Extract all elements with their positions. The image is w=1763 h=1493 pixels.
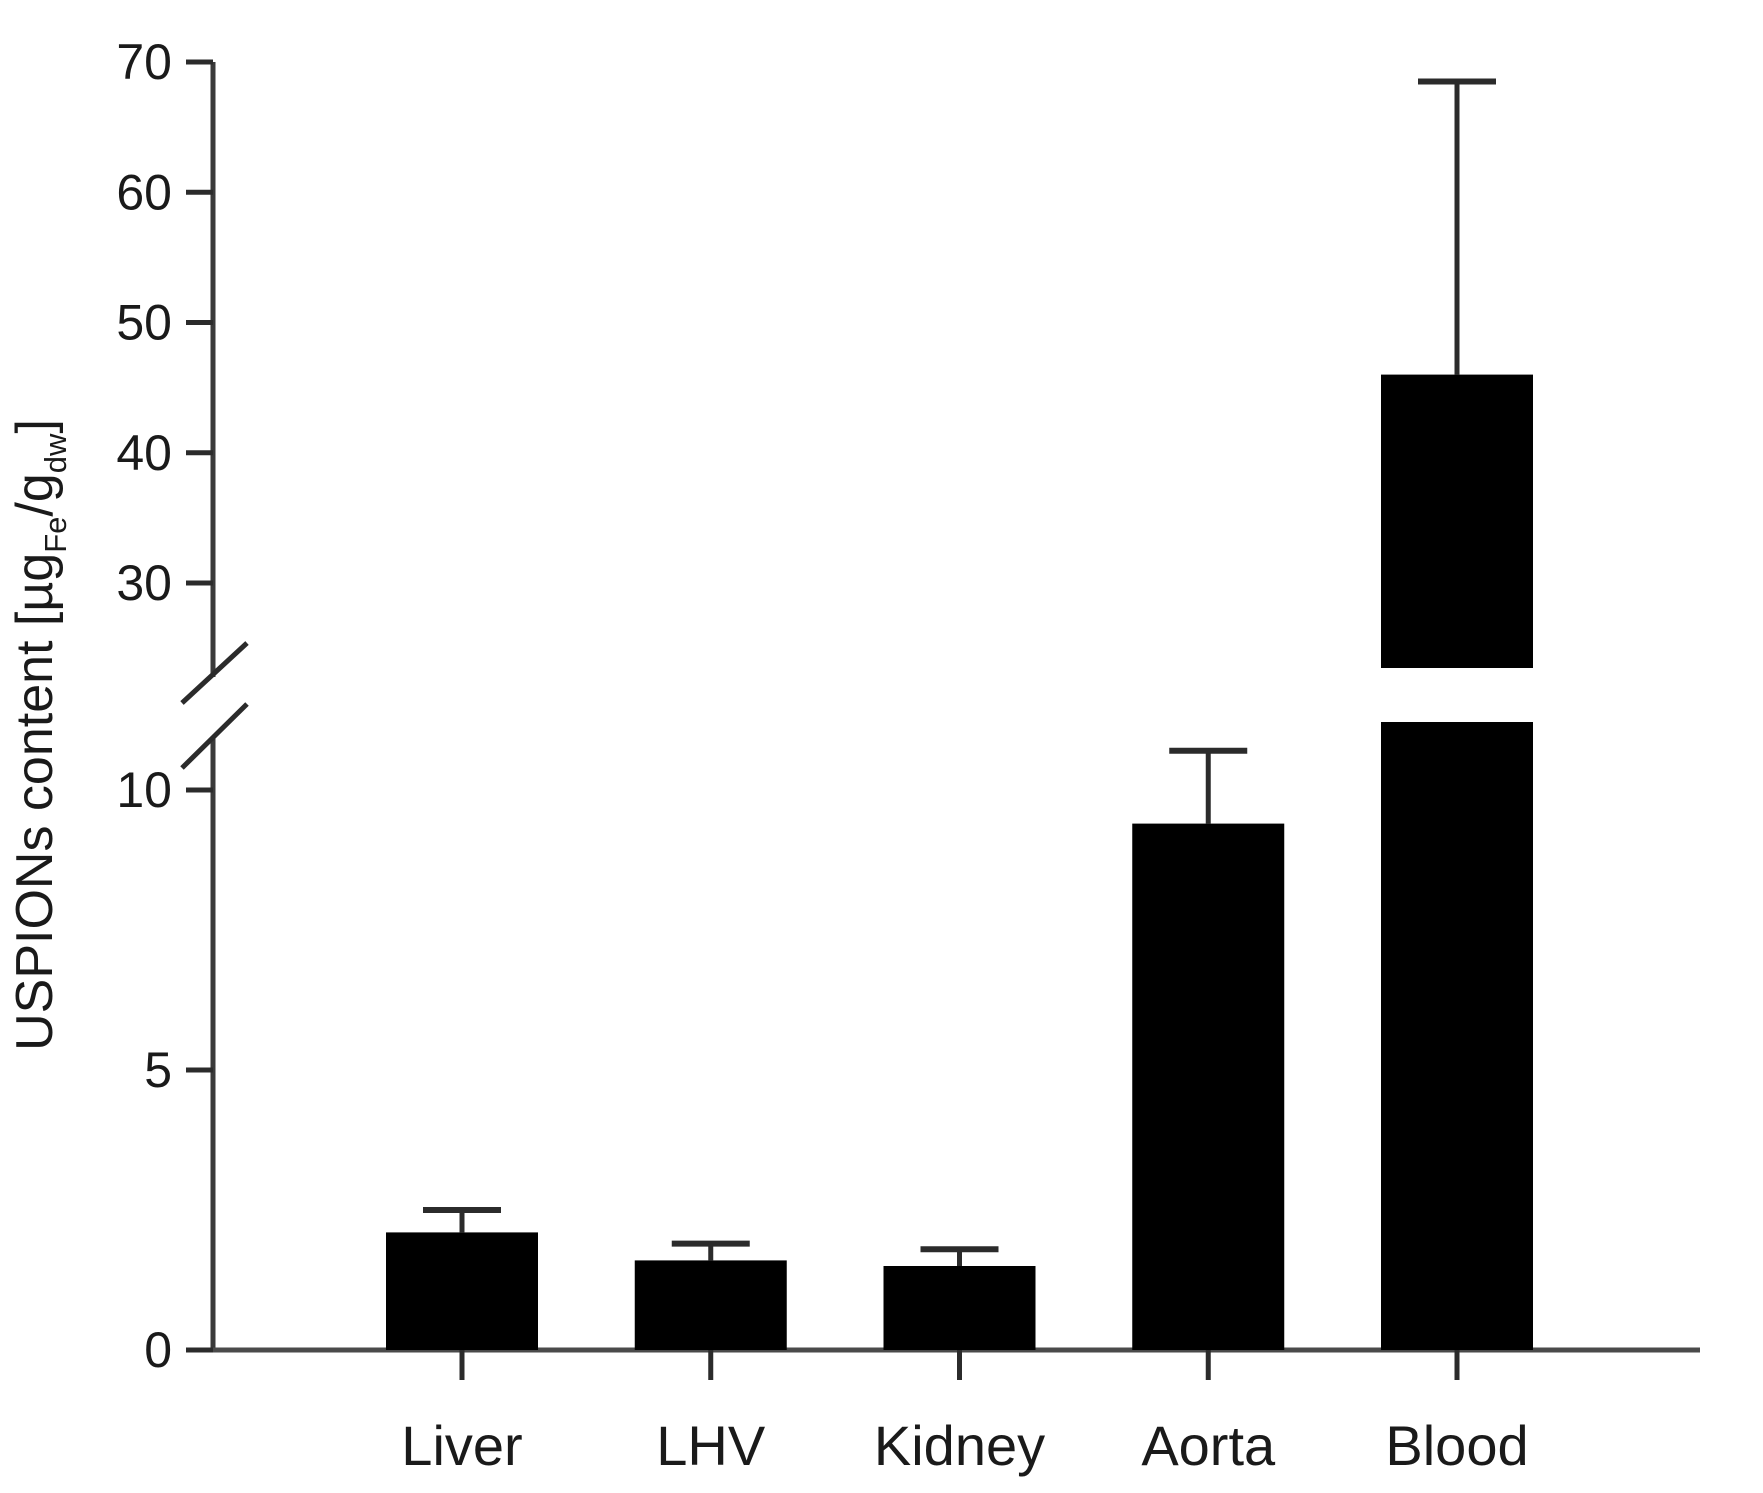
- x-ticks-group: [459, 1350, 1460, 1380]
- bar-liver: [386, 1232, 538, 1350]
- bars-group: [386, 374, 1533, 1350]
- y-tick-label-5: 5: [144, 1042, 172, 1098]
- y-tick-label-30: 30: [116, 555, 172, 611]
- category-label-lhv: LHV: [656, 1414, 766, 1477]
- y-tick-label-70: 70: [116, 34, 172, 90]
- y-tick-label-50: 50: [116, 295, 172, 351]
- y-axis-title-sub-fe: Fe: [38, 517, 73, 553]
- category-labels-group: Liver LHV Kidney Aorta Blood: [401, 1414, 1528, 1477]
- bar-blood-lower-segment: [1381, 722, 1533, 1350]
- axis-break-marks: [180, 641, 249, 770]
- bar-aorta: [1132, 823, 1285, 1350]
- category-label-blood: Blood: [1385, 1414, 1528, 1477]
- y-axis-title-mid: /g: [6, 473, 64, 516]
- y-axis-title-prefix: USPIONs content [µg: [6, 553, 64, 1051]
- y-ticks-group: 0 5 10 30 40 50 60 70: [116, 34, 213, 1378]
- axis-break-slash-lower: [180, 702, 249, 770]
- y-tick-label-40: 40: [116, 425, 172, 481]
- y-axis-title-sub-dw: dw: [38, 433, 73, 473]
- y-tick-label-10: 10: [116, 762, 172, 818]
- y-axis-title: USPIONs content [µgFe/gdw]: [6, 419, 73, 1051]
- error-bars-group: [423, 78, 1496, 1266]
- bar-blood-upper-segment: [1381, 374, 1533, 668]
- bar-lhv: [634, 1260, 787, 1350]
- axis-break-slash-upper: [180, 641, 249, 705]
- y-tick-label-0: 0: [144, 1322, 172, 1378]
- category-label-liver: Liver: [401, 1414, 522, 1477]
- category-label-kidney: Kidney: [874, 1414, 1045, 1477]
- category-label-aorta: Aorta: [1141, 1414, 1276, 1477]
- y-axis-title-suffix: ]: [6, 419, 64, 433]
- bar-kidney: [883, 1266, 1036, 1350]
- y-tick-label-60: 60: [116, 164, 172, 220]
